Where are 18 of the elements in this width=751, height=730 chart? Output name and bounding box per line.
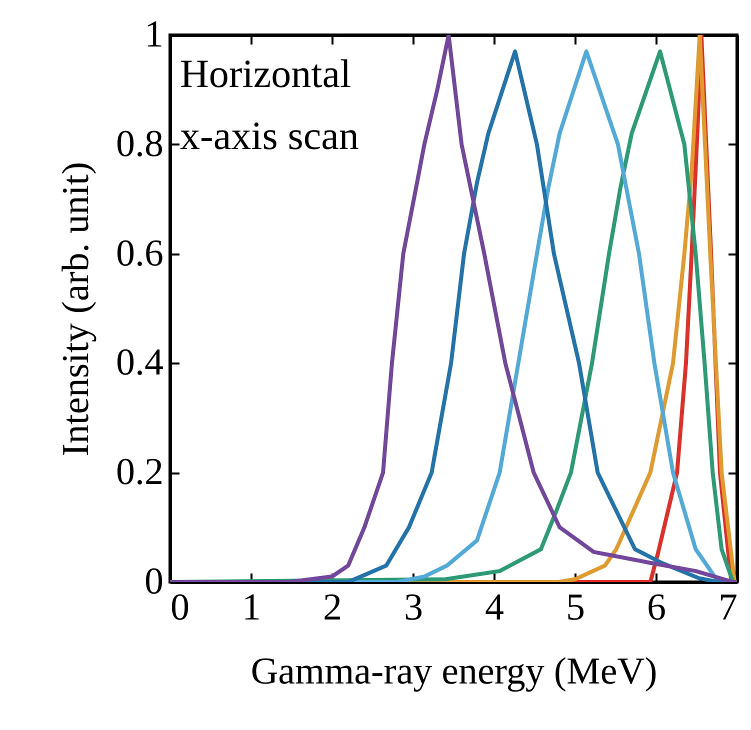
x-tick-label: 5 <box>566 586 585 628</box>
x-tick-label: 7 <box>718 586 738 628</box>
x-tick-label: 0 <box>170 586 190 628</box>
y-axis-title: Intensity (arb. unit) <box>55 162 97 456</box>
y-tick-label: 0 <box>144 560 164 602</box>
y-tick-label: 0.6 <box>116 232 164 274</box>
annotation: x-axis scan <box>180 113 359 158</box>
y-tick-label: 1 <box>144 14 164 56</box>
y-tick-label: 0.4 <box>116 342 164 384</box>
x-tick-label: 4 <box>485 586 504 628</box>
y-tick-label: 0.2 <box>116 451 164 494</box>
x-tick-label: 1 <box>242 586 261 628</box>
y-tick-label: 0.8 <box>116 122 164 165</box>
x-tick-label: 3 <box>404 586 423 628</box>
x-tick-label: 2 <box>323 586 342 628</box>
x-axis-title: Gamma-ray energy (MeV) <box>250 650 658 692</box>
x-tick-label: 6 <box>647 586 666 628</box>
annotation: Horizontal <box>180 51 352 96</box>
